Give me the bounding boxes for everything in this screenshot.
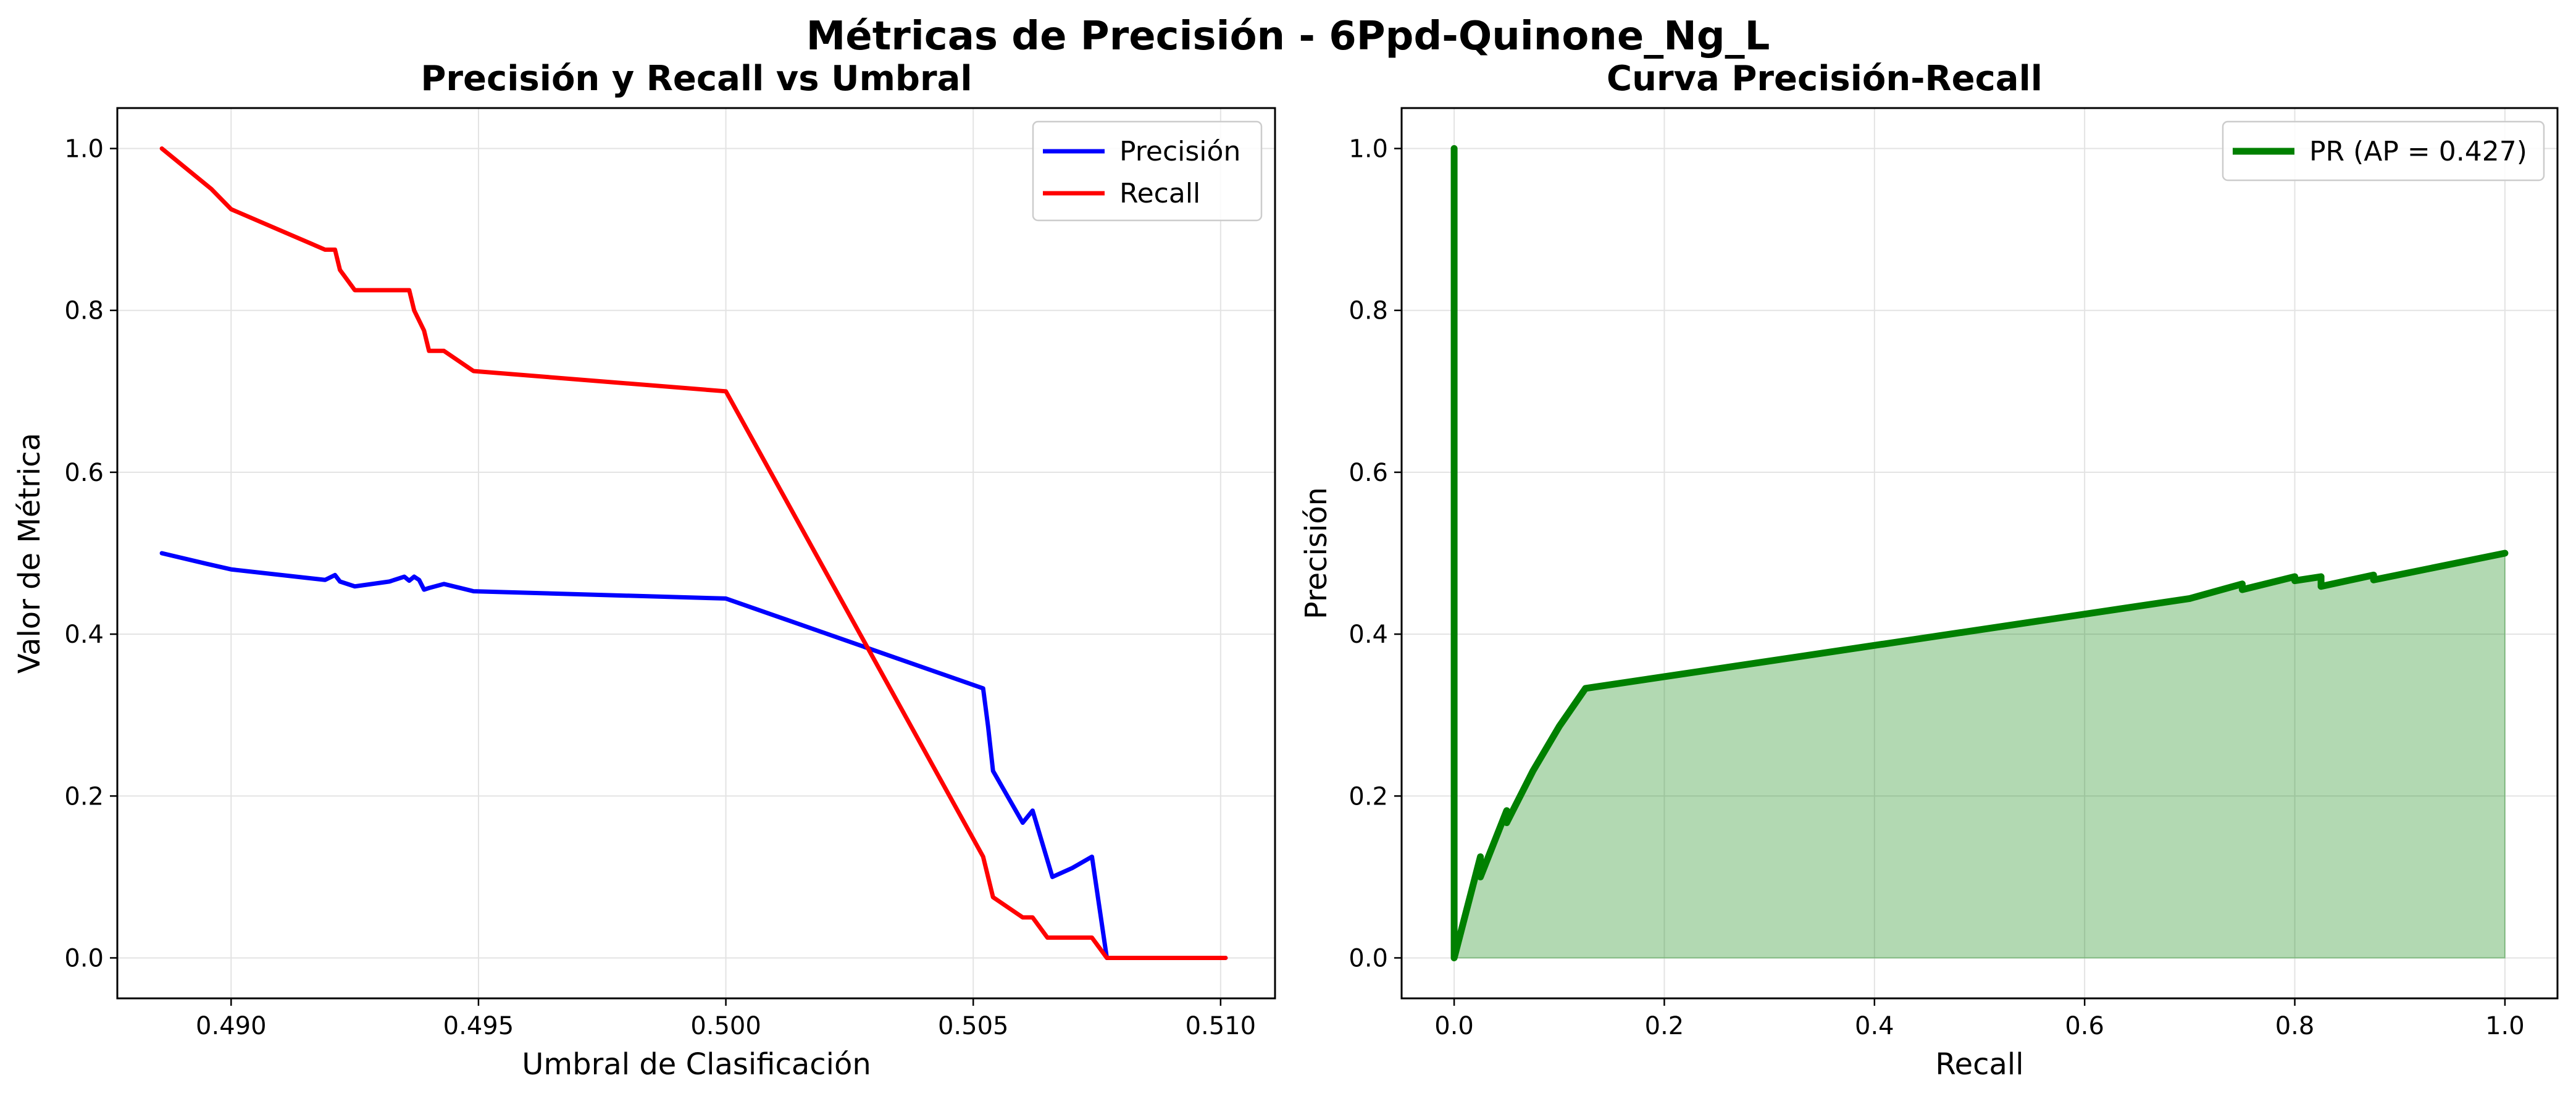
legend-left: Precisión Recall <box>1032 120 1263 222</box>
x-axis-label-right: Recall <box>1935 1047 2023 1082</box>
x-tick-label-right: 0.8 <box>2275 1012 2315 1040</box>
panel-title-right: Curva Precisión-Recall <box>1607 59 2043 99</box>
y-tick-label-right: 0.8 <box>1349 297 1388 325</box>
x-tick-label-right: 0.2 <box>1645 1012 1684 1040</box>
x-tick-label-right: 0.6 <box>2065 1012 2104 1040</box>
plot-area-left <box>159 146 1228 960</box>
y-tick-label-right: 1.0 <box>1349 135 1388 164</box>
plot-area-right <box>1450 145 2509 961</box>
panel-title-left: Precisión y Recall vs Umbral <box>420 59 972 99</box>
y-tick-label-left: 0.0 <box>64 944 104 972</box>
y-axis-label-right: Precisión <box>1299 487 1334 619</box>
x-tick-label-right: 0.4 <box>1855 1012 1894 1040</box>
legend-box-right <box>2222 120 2545 182</box>
series-line-precisi-n <box>159 551 1228 960</box>
x-tick-label-right: 1.0 <box>2485 1012 2525 1040</box>
x-axis-label-left: Umbral de Clasificación <box>522 1047 871 1082</box>
x-tick-label-right: 0.0 <box>1434 1012 1474 1040</box>
x-tick-label-left: 0.500 <box>690 1012 761 1040</box>
x-tick-label-left: 0.510 <box>1186 1012 1257 1040</box>
y-tick-label-right: 0.6 <box>1349 459 1388 487</box>
series-line-recall <box>159 146 1228 960</box>
x-tick-label-left: 0.495 <box>443 1012 514 1040</box>
series-line-pr-ap-0-427 <box>1450 145 2509 961</box>
y-axis-label-left: Valor de Métrica <box>12 433 47 674</box>
ticks-left: 0.490 0.495 0.500 0.505 0.510 0.0 0.2 0.4 0.6 0.8… <box>64 135 1256 1040</box>
y-tick-label-left: 0.2 <box>64 782 104 811</box>
y-tick-label-left: 0.4 <box>64 621 104 649</box>
figure-title: Métricas de Precisión - 6Ppd-Quinone_Ng_… <box>806 14 1770 59</box>
y-tick-label-left: 1.0 <box>64 135 104 164</box>
x-tick-label-left: 0.490 <box>196 1012 267 1040</box>
legend-label-left: Recall <box>1119 178 1200 209</box>
y-tick-label-right: 0.4 <box>1349 621 1388 649</box>
precision-recall-curve-panel: Curva Precisión-Recall 0.0 0.2 0.4 0.6 0.8 1.… <box>1299 59 2559 1082</box>
legend-box-left <box>1032 120 1263 222</box>
grid-left <box>117 108 1275 998</box>
axes-frame-left <box>116 107 1276 1000</box>
y-tick-label-left: 0.6 <box>64 459 104 487</box>
y-tick-label-right: 0.0 <box>1349 944 1388 972</box>
legend-label-left: Precisión <box>1119 136 1240 167</box>
ticks-right: 0.0 0.2 0.4 0.6 0.8 1.0 0.0 0.2 0.4 0.6 0.8 1.0 <box>1349 135 2524 1040</box>
x-tick-label-left: 0.505 <box>938 1012 1009 1040</box>
y-tick-label-left: 0.8 <box>64 297 104 325</box>
legend-label-right: PR (AP = 0.427) <box>2309 136 2527 167</box>
axes-frame-right <box>1400 107 2559 1000</box>
precision-recall-vs-threshold-panel: Precisión y Recall vs Umbral 0.490 0.495 0… <box>12 59 1276 1082</box>
y-tick-label-right: 0.2 <box>1349 782 1388 811</box>
legend-right: PR (AP = 0.427) <box>2222 120 2545 182</box>
